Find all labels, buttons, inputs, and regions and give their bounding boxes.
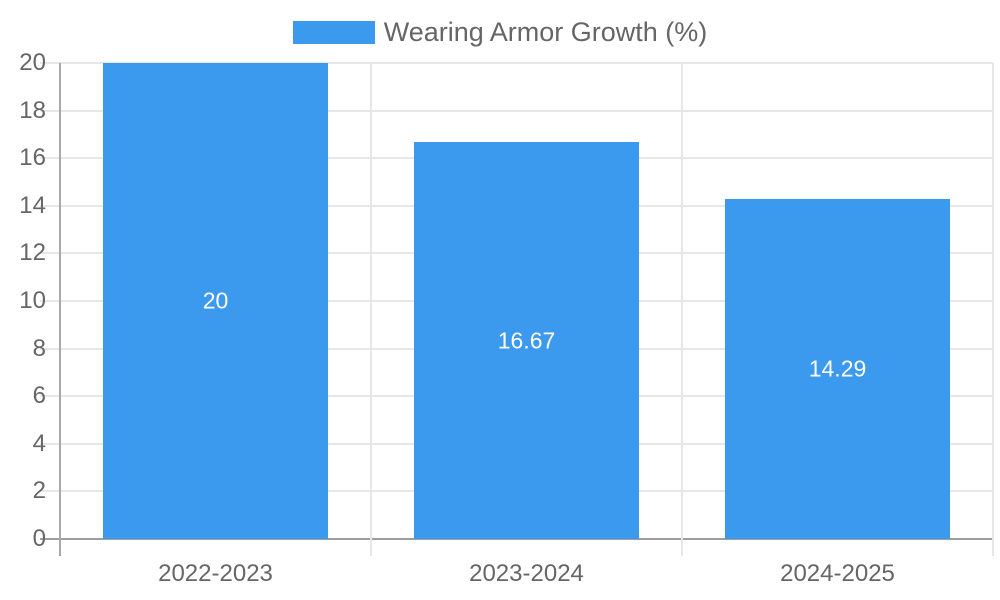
y-tick-label: 14 <box>19 191 46 219</box>
y-tick-label: 0 <box>32 525 46 552</box>
y-tick-label: 6 <box>32 382 46 410</box>
x-tick-label: 2022-2023 <box>158 560 273 587</box>
chart-legend[interactable]: Wearing Armor Growth (%) <box>0 19 1000 46</box>
y-tick-label: 18 <box>19 96 46 124</box>
y-tick-label: 4 <box>32 429 46 457</box>
gridline <box>40 109 993 112</box>
bar[interactable] <box>103 63 328 539</box>
y-tick-label: 12 <box>19 239 46 267</box>
y-tick-label: 16 <box>19 144 46 172</box>
y-axis-line <box>59 63 61 556</box>
legend-swatch <box>292 21 375 44</box>
gridline <box>40 62 993 64</box>
plot-right-border <box>992 63 994 556</box>
bar[interactable] <box>414 142 639 539</box>
y-tick-label: 8 <box>32 334 46 362</box>
y-tick-label: 10 <box>19 287 46 314</box>
legend-label: Wearing Armor Growth (%) <box>383 17 708 47</box>
category-separator <box>370 63 372 556</box>
category-separator <box>681 63 683 556</box>
y-tick-label: 20 <box>19 49 46 76</box>
bar[interactable] <box>725 198 950 539</box>
x-tick-label: 2024-2025 <box>780 560 895 587</box>
y-tick-label: 2 <box>32 477 46 505</box>
x-tick-label: 2023-2024 <box>469 560 584 587</box>
x-axis-line <box>40 538 993 540</box>
